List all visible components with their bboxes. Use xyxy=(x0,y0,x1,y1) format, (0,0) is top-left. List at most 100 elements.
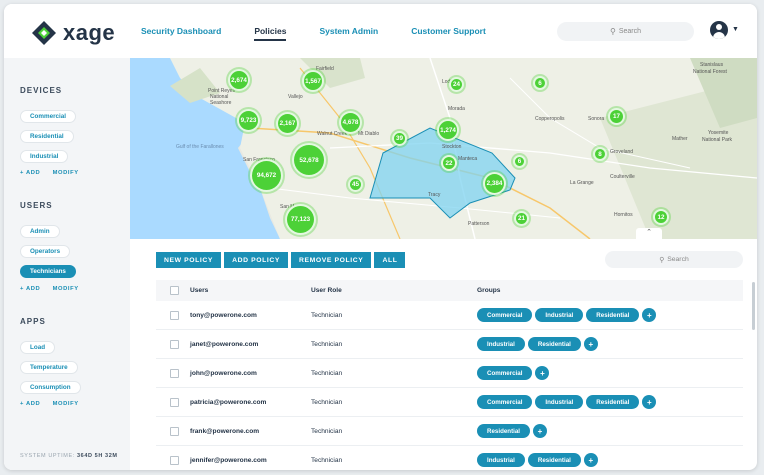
table-scrollbar[interactable] xyxy=(752,282,755,330)
user-role: Technician xyxy=(311,369,343,377)
row-checkbox[interactable] xyxy=(170,397,179,407)
user-role: Technician xyxy=(311,340,343,348)
map-cluster[interactable]: 6 xyxy=(513,155,526,168)
table-row[interactable]: patricia@powerone.com Technician Commerc… xyxy=(156,388,743,417)
svg-text:Fairfield: Fairfield xyxy=(316,66,334,72)
app-pill-temperature[interactable]: Temperature xyxy=(20,361,78,374)
user-email: patricia@powerone.com xyxy=(190,398,267,406)
table-row[interactable]: jennifer@powerone.com Technician Industr… xyxy=(156,446,743,470)
user-email: jennifer@powerone.com xyxy=(190,456,267,464)
device-pill-residential[interactable]: Residential xyxy=(20,130,74,143)
map-cluster[interactable]: 52,678 xyxy=(292,143,326,177)
add-group-button[interactable]: + xyxy=(535,366,550,380)
add-group-button[interactable]: + xyxy=(642,308,657,322)
map-cluster[interactable]: 24 xyxy=(449,77,464,92)
map-cluster[interactable]: 17 xyxy=(608,108,625,125)
row-checkbox[interactable] xyxy=(170,310,179,320)
row-checkbox[interactable] xyxy=(170,368,179,378)
device-pill-commercial[interactable]: Commercial xyxy=(20,110,77,123)
map-cluster[interactable]: 21 xyxy=(514,211,529,226)
map-cluster[interactable]: 77,123 xyxy=(285,204,316,235)
map-cluster[interactable]: 1,274 xyxy=(437,119,459,141)
map-cluster[interactable]: 39 xyxy=(392,131,407,146)
group-pill[interactable]: Residential xyxy=(477,424,531,438)
add-group-button[interactable]: + xyxy=(642,395,657,409)
column-header-groups[interactable]: Groups xyxy=(477,287,501,294)
group-pill[interactable]: Residential xyxy=(527,337,581,351)
group-pill[interactable]: Industrial xyxy=(477,337,525,351)
group-pill[interactable]: Industrial xyxy=(535,308,584,322)
brand-name: xage xyxy=(63,20,116,45)
svg-text:Stanislaus: Stanislaus xyxy=(700,62,724,68)
svg-text:Coulterville: Coulterville xyxy=(610,174,635,180)
user-role: Technician xyxy=(311,456,343,464)
map-cluster[interactable]: 1,567 xyxy=(302,70,324,92)
map-cluster[interactable]: 45 xyxy=(348,177,363,192)
remove-policy-button[interactable]: REMOVE POLICY xyxy=(290,252,372,268)
map-cluster[interactable]: 2,167 xyxy=(276,112,299,135)
map-cluster[interactable]: 22 xyxy=(441,155,457,171)
group-pill[interactable]: Commercial xyxy=(477,366,533,380)
group-pill[interactable]: Industrial xyxy=(477,453,525,467)
table-search-input[interactable]: ⚲ Search xyxy=(605,251,743,268)
user-pill-admin[interactable]: Admin xyxy=(20,225,60,238)
column-header-role[interactable]: User Role xyxy=(311,287,342,294)
svg-text:National Forest: National Forest xyxy=(693,69,728,75)
map-view[interactable]: Fairfield Vallejo Point Reyes National S… xyxy=(130,58,757,239)
table-search-placeholder: Search xyxy=(667,256,689,263)
group-pill[interactable]: Commercial xyxy=(477,395,533,409)
nav-customer-support[interactable]: Customer Support xyxy=(411,26,486,36)
devices-modify-link[interactable]: MODIFY xyxy=(52,170,79,176)
group-pill[interactable]: Commercial xyxy=(477,308,533,322)
device-pill-industrial[interactable]: Industrial xyxy=(20,150,69,163)
column-header-users[interactable]: Users xyxy=(190,287,209,294)
map-cluster[interactable]: 8 xyxy=(593,147,607,161)
app-pill-consumption[interactable]: Consumption xyxy=(20,381,81,394)
group-pill[interactable]: Residential xyxy=(586,308,640,322)
table-row[interactable]: frank@powerone.com Technician Residentia… xyxy=(156,417,743,446)
avatar[interactable] xyxy=(710,21,728,39)
nav-system-admin[interactable]: System Admin xyxy=(319,26,379,36)
table-row[interactable]: janet@powerone.com Technician Industrial… xyxy=(156,330,743,359)
devices-add-link[interactable]: + ADD xyxy=(20,170,41,176)
user-pill-operators[interactable]: Operators xyxy=(20,245,71,258)
add-group-button[interactable]: + xyxy=(583,453,598,467)
map-cluster[interactable]: 2,384 xyxy=(483,172,506,195)
user-email: janet@powerone.com xyxy=(190,340,259,348)
map-base: Fairfield Vallejo Point Reyes National S… xyxy=(130,58,757,239)
add-policy-button[interactable]: ADD POLICY xyxy=(224,252,288,268)
svg-text:Groveland: Groveland xyxy=(610,149,633,155)
row-checkbox[interactable] xyxy=(170,339,179,349)
map-cluster[interactable]: 9,723 xyxy=(237,109,260,132)
app-pill-load[interactable]: Load xyxy=(20,341,56,354)
row-checkbox[interactable] xyxy=(170,426,179,436)
group-pill[interactable]: Residential xyxy=(527,453,581,467)
add-group-button[interactable]: + xyxy=(533,424,548,438)
users-add-link[interactable]: + ADD xyxy=(20,286,41,292)
group-pill[interactable]: Industrial xyxy=(535,395,584,409)
map-cluster[interactable]: 94,672 xyxy=(250,159,283,192)
group-pill[interactable]: Residential xyxy=(586,395,640,409)
table-row[interactable]: john@powerone.com Technician Commercial … xyxy=(156,359,743,388)
table-row[interactable]: tony@powerone.com Technician Commercial … xyxy=(156,301,743,330)
map-cluster[interactable]: 2,674 xyxy=(228,69,250,91)
select-all-checkbox[interactable] xyxy=(170,286,179,295)
apps-modify-link[interactable]: MODIFY xyxy=(52,401,79,407)
logo[interactable]: xage xyxy=(31,20,115,46)
all-button[interactable]: ALL xyxy=(374,252,406,268)
map-cluster[interactable]: 6 xyxy=(533,76,547,90)
map-cluster[interactable]: 4,678 xyxy=(339,111,362,134)
apps-add-link[interactable]: + ADD xyxy=(20,401,41,407)
svg-text:Stockton: Stockton xyxy=(442,144,462,150)
nav-security-dashboard[interactable]: Security Dashboard xyxy=(141,26,222,36)
nav-policies[interactable]: Policies xyxy=(254,26,287,41)
users-modify-link[interactable]: MODIFY xyxy=(52,286,79,292)
global-search-input[interactable]: ⚲ Search xyxy=(557,22,694,41)
row-checkbox[interactable] xyxy=(170,455,179,465)
chevron-up-icon[interactable]: ⌃ xyxy=(636,228,662,239)
chevron-down-icon[interactable]: ▼ xyxy=(732,26,739,33)
new-policy-button[interactable]: NEW POLICY xyxy=(156,252,222,268)
map-cluster[interactable]: 12 xyxy=(653,209,669,225)
user-pill-technicians[interactable]: Technicians xyxy=(20,265,76,278)
add-group-button[interactable]: + xyxy=(583,337,598,351)
